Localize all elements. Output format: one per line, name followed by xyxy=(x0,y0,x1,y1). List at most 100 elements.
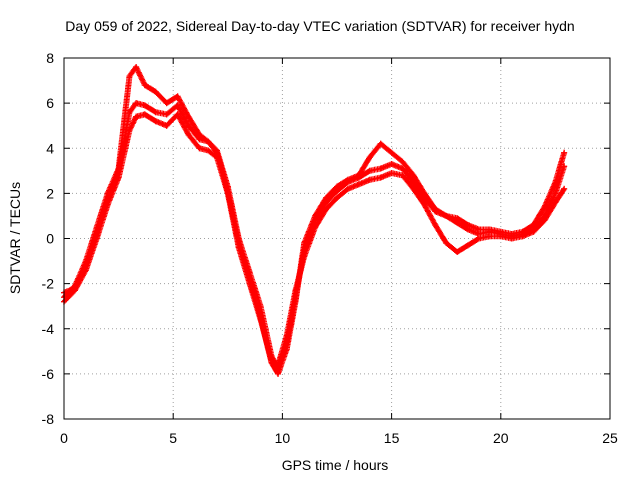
data-point xyxy=(366,176,373,183)
axis-ticks: 0 5 10 15 20 25 -8 -6 -4 -2 0 2 4 6 8 xyxy=(42,50,618,446)
data-point xyxy=(104,201,111,208)
data-point xyxy=(344,185,351,192)
y-tick-label: 2 xyxy=(46,185,54,201)
data-point xyxy=(465,226,472,233)
data-point xyxy=(196,131,203,138)
y-tick-label: -6 xyxy=(42,366,55,382)
data-point xyxy=(421,190,428,197)
data-point xyxy=(283,332,290,339)
data-point xyxy=(443,212,450,219)
data-point xyxy=(454,219,461,226)
y-tick-label: 0 xyxy=(46,231,54,247)
data-point xyxy=(82,267,89,274)
data-point xyxy=(213,154,220,161)
data-point xyxy=(141,111,148,118)
data-point xyxy=(133,100,140,107)
data-point xyxy=(235,244,242,251)
series-markers xyxy=(61,111,568,368)
data-point xyxy=(334,194,340,201)
data-point xyxy=(93,235,100,242)
x-tick-label: 10 xyxy=(275,430,291,446)
data-point xyxy=(126,127,133,134)
data-point xyxy=(301,253,308,260)
data-point xyxy=(163,100,170,107)
data-point xyxy=(561,163,568,170)
data-point xyxy=(388,170,395,177)
grid-lines xyxy=(64,58,610,419)
data-point xyxy=(344,176,351,183)
series-track-b xyxy=(61,64,568,377)
data-point xyxy=(410,172,417,179)
data-point xyxy=(185,122,192,129)
data-point xyxy=(399,172,406,179)
x-tick-label: 20 xyxy=(493,430,509,446)
data-point xyxy=(410,185,417,192)
data-point xyxy=(141,102,148,109)
data-point xyxy=(355,181,362,188)
data-point xyxy=(323,194,330,201)
data-point xyxy=(486,233,493,240)
data-point xyxy=(552,190,559,197)
y-axis-label: SDTVAR / TECUs xyxy=(7,182,23,294)
data-point xyxy=(152,109,159,116)
data-series xyxy=(61,64,568,377)
data-point xyxy=(275,361,282,368)
data-point xyxy=(561,149,568,156)
data-point xyxy=(141,82,148,89)
y-tick-label: 8 xyxy=(46,50,54,66)
x-tick-label: 25 xyxy=(602,430,618,446)
data-point xyxy=(152,88,159,95)
x-tick-label: 0 xyxy=(60,430,68,446)
data-point xyxy=(196,145,203,152)
data-point xyxy=(561,185,568,192)
data-point xyxy=(465,242,472,249)
data-point xyxy=(115,174,122,181)
data-point xyxy=(508,235,515,242)
data-point xyxy=(163,111,170,118)
y-tick-label: -8 xyxy=(42,411,55,427)
data-point xyxy=(421,201,428,208)
data-point xyxy=(454,249,461,256)
data-point xyxy=(388,149,395,156)
y-tick-label: 6 xyxy=(46,95,54,111)
data-point xyxy=(519,233,526,240)
data-point xyxy=(224,190,231,197)
data-point xyxy=(152,118,159,125)
data-point xyxy=(377,174,384,181)
data-point xyxy=(71,287,78,294)
data-point xyxy=(133,64,140,71)
y-tick-label: -4 xyxy=(42,321,55,337)
data-point xyxy=(174,111,181,118)
data-point xyxy=(541,217,548,224)
data-point xyxy=(174,93,181,100)
data-point xyxy=(205,138,212,145)
series-markers xyxy=(61,64,568,377)
data-point xyxy=(323,206,330,213)
data-point xyxy=(268,357,275,364)
data-point xyxy=(530,228,537,235)
data-point xyxy=(475,235,482,242)
data-point xyxy=(432,206,439,213)
chart-title: Day 059 of 2022, Sidereal Day-to-day VTE… xyxy=(65,18,574,34)
data-point xyxy=(432,221,439,228)
data-point xyxy=(334,183,340,190)
data-point xyxy=(366,154,373,161)
x-tick-label: 15 xyxy=(384,430,400,446)
data-point xyxy=(312,224,319,231)
data-point xyxy=(292,287,299,294)
data-point xyxy=(163,122,170,129)
y-tick-label: -2 xyxy=(42,276,55,292)
data-point xyxy=(275,370,282,377)
data-point xyxy=(312,212,319,219)
data-point xyxy=(246,280,253,287)
data-point xyxy=(443,240,450,247)
data-point xyxy=(377,140,384,147)
data-point xyxy=(174,102,181,109)
x-tick-label: 5 xyxy=(169,430,177,446)
data-point xyxy=(185,113,192,120)
y-tick-label: 4 xyxy=(46,140,54,156)
data-point xyxy=(366,167,373,174)
data-point xyxy=(126,73,133,80)
x-axis-label: GPS time / hours xyxy=(282,457,389,473)
